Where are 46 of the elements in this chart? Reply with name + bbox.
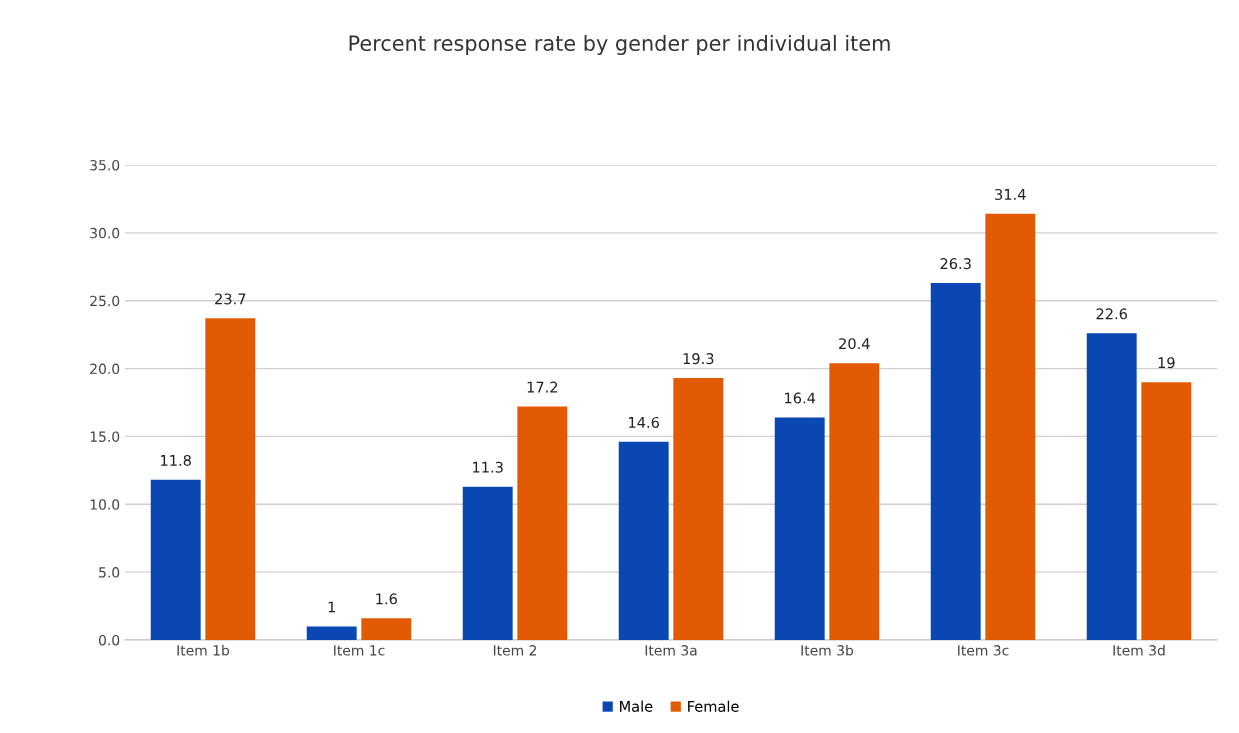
chart-title: Percent response rate by gender per individual item — [349, 34, 890, 56]
x-tick-label: Item 1c — [334, 645, 385, 656]
data-label: 1.6 — [376, 593, 397, 605]
bar — [618, 441, 669, 640]
x-tick-label: Item 3d — [1113, 644, 1165, 656]
x-tick-label: Item 3a — [645, 645, 697, 656]
data-label: 1 — [328, 601, 335, 613]
bar — [462, 486, 513, 640]
bar — [829, 363, 880, 640]
bar — [673, 378, 724, 640]
bar — [1141, 382, 1192, 640]
y-tick-label: 10.0 — [90, 499, 120, 510]
bar — [774, 417, 825, 640]
y-tick-label: 25.0 — [90, 295, 120, 307]
x-tick-label: Item 3c — [958, 645, 1009, 656]
y-tick-label: 20.0 — [90, 363, 120, 375]
x-tick-label: Item 3b — [801, 644, 854, 656]
bar — [150, 479, 201, 640]
bar — [1086, 333, 1137, 640]
data-label: 20.4 — [839, 338, 870, 350]
y-tick-label: 35.0 — [90, 159, 120, 171]
data-label: 16.4 — [785, 392, 816, 404]
data-label: 31.4 — [995, 188, 1026, 200]
bar — [205, 318, 256, 640]
data-label: 14.6 — [629, 416, 660, 428]
data-label: 19 — [1158, 357, 1175, 369]
data-label: 23.7 — [215, 293, 246, 305]
data-label: 11.8 — [161, 454, 191, 466]
bar — [517, 406, 568, 640]
y-tick-label: 30.0 — [90, 227, 120, 239]
y-tick-label: 15.0 — [90, 431, 120, 442]
bar — [985, 213, 1036, 640]
bar — [306, 626, 357, 640]
x-tick-label: Item 1b — [177, 644, 230, 656]
data-label: 11.3 — [473, 461, 503, 473]
data-label: 22.6 — [1096, 308, 1128, 320]
data-label: 19.3 — [683, 353, 714, 365]
data-label: 26.3 — [940, 258, 971, 270]
y-tick-label: 0.0 — [98, 634, 120, 646]
x-tick-label: Item 2 — [493, 645, 537, 656]
data-label: 17.2 — [527, 381, 558, 393]
bar — [361, 618, 412, 640]
legend-label: Male — [620, 700, 653, 712]
legend-label: Female — [688, 700, 739, 712]
y-tick-label: 5.0 — [99, 567, 120, 578]
bar — [930, 283, 981, 640]
